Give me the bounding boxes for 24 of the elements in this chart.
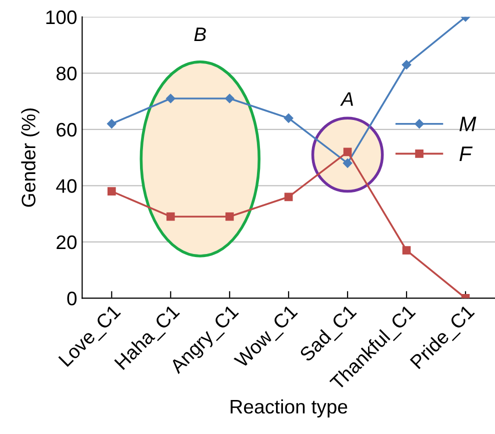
point bbox=[166, 212, 175, 221]
y-tick-label: 60 bbox=[56, 122, 77, 137]
y-tick-label: 80 bbox=[56, 66, 77, 80]
point bbox=[107, 119, 116, 128]
point bbox=[225, 212, 234, 221]
y-axis-title: Gender (%) bbox=[21, 108, 40, 207]
point bbox=[284, 192, 293, 202]
y-tick-label: 40 bbox=[56, 179, 77, 193]
legend-label: M bbox=[460, 116, 476, 132]
point bbox=[402, 60, 412, 70]
point bbox=[343, 148, 352, 156]
point bbox=[284, 114, 294, 123]
point bbox=[224, 94, 234, 104]
y-tick-label: 20 bbox=[56, 235, 77, 250]
annotation: B bbox=[194, 28, 206, 42]
y-tick-label: 100 bbox=[46, 10, 77, 24]
point bbox=[107, 187, 116, 196]
annotation: A bbox=[340, 92, 353, 106]
y-tick-label: 0 bbox=[67, 292, 77, 306]
point bbox=[166, 94, 176, 104]
x-axis-title: Reaction type bbox=[230, 399, 348, 418]
point bbox=[402, 246, 411, 255]
point bbox=[342, 158, 352, 168]
legend-label: F bbox=[460, 146, 473, 161]
